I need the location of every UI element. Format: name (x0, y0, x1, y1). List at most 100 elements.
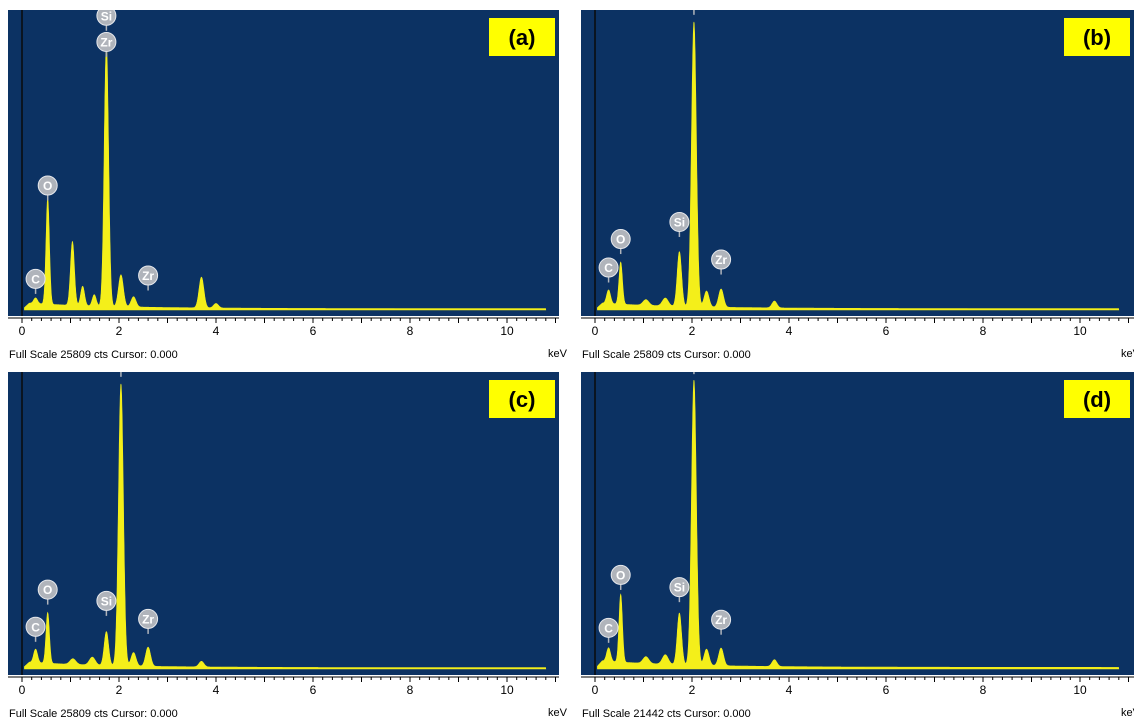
cursor-readout: Cursor: 0.000 (684, 349, 751, 361)
element-marker-si: Si (669, 577, 690, 603)
element-marker-zr: Zr (711, 249, 732, 275)
x-tick-label: 10 (500, 683, 514, 697)
element-label: Si (674, 581, 685, 595)
element-marker-si: Si (669, 211, 690, 237)
element-marker-c: C (598, 617, 619, 643)
cursor-readout: Cursor: 0.000 (111, 349, 178, 361)
spectrum-panel-c: Zr O Si Zr C (c) 0 2 4 6 8 10 keV Full Scale 25809 … (8, 372, 567, 721)
plot-area (8, 372, 559, 675)
panel-label: (b) (1064, 18, 1130, 56)
spectrum-chart-a: Si Zr O C Zr (a) 0 2 4 6 8 10 (8, 10, 559, 338)
x-tick-label: 6 (883, 324, 890, 338)
element-marker-zr: Zr (693, 372, 695, 375)
element-label: Zr (715, 613, 727, 627)
element-label: O (43, 583, 52, 597)
panel-label: (d) (1064, 380, 1130, 418)
full-scale-readout: Full Scale 25809 cts (582, 349, 682, 361)
x-tick-label: 2 (116, 324, 123, 338)
svg-text:(c): (c) (509, 387, 536, 412)
element-label: C (31, 272, 40, 286)
x-tick-label: 10 (500, 324, 514, 338)
svg-text:(b): (b) (1083, 25, 1111, 50)
status-bar: Full Scale 21442 cts Cursor: 0.000 (582, 708, 751, 720)
x-tick-label: 2 (116, 683, 123, 697)
x-tick-label: 10 (1073, 324, 1087, 338)
element-marker-o: O (610, 564, 631, 590)
status-bar: Full Scale 25809 cts Cursor: 0.000 (9, 349, 178, 361)
status-bar: Full Scale 25809 cts Cursor: 0.000 (9, 708, 178, 720)
element-marker-o: O (37, 579, 58, 605)
x-tick-label: 8 (980, 324, 987, 338)
x-unit-label: keV (548, 348, 567, 360)
x-tick-label: 6 (883, 683, 890, 697)
x-tick-label: 0 (19, 683, 26, 697)
svg-text:(d): (d) (1083, 387, 1111, 412)
spectrum-panel-d: Zr O Si Zr C (d) 0 2 4 6 8 10 keV Full Scale 21442 … (581, 372, 1134, 721)
element-marker-c: C (598, 257, 619, 283)
plot-area (581, 372, 1134, 675)
element-marker-zr: Zr (138, 608, 159, 634)
element-marker-c: C (25, 268, 46, 294)
element-label: C (31, 620, 40, 634)
spectrum-series (597, 380, 1120, 670)
x-tick-label: 8 (407, 324, 414, 338)
element-label: Si (101, 594, 112, 608)
element-marker-si: Si (96, 590, 117, 616)
x-tick-label: 8 (980, 683, 987, 697)
element-label: Si (674, 215, 685, 229)
plot-area (581, 10, 1134, 316)
element-marker-c: C (25, 616, 46, 642)
element-label: O (616, 233, 625, 247)
plot-area (8, 10, 559, 316)
full-scale-readout: Full Scale 25809 cts (9, 349, 109, 361)
element-label: Si (101, 10, 112, 23)
x-tick-label: 4 (786, 324, 793, 338)
element-label: Zr (100, 35, 112, 49)
spectrum-series (24, 383, 547, 670)
element-label: Zr (715, 253, 727, 267)
element-label: C (604, 261, 613, 275)
full-scale-readout: Full Scale 21442 cts (582, 708, 682, 720)
x-unit-label: keV (1121, 348, 1134, 360)
x-tick-label: 4 (786, 683, 793, 697)
x-tick-label: 4 (213, 324, 220, 338)
x-tick-label: 0 (19, 324, 26, 338)
x-tick-label: 2 (689, 324, 696, 338)
panel-label: (a) (489, 18, 555, 56)
x-tick-label: 6 (310, 683, 317, 697)
svg-text:(a): (a) (509, 25, 536, 50)
x-unit-label: keV (1121, 707, 1134, 719)
spectrum-chart-d: Zr O Si Zr C (d) 0 2 4 6 8 10 (581, 372, 1134, 697)
element-marker-zr: Zr (96, 31, 117, 57)
element-marker-zr: Zr (120, 372, 122, 377)
x-tick-label: 0 (592, 324, 599, 338)
element-marker-o: O (610, 229, 631, 255)
element-marker-si: Si (96, 10, 117, 31)
spectrum-panel-a: Si Zr O C Zr (a) 0 2 4 6 8 10 keV Full Scale 25809 … (8, 10, 567, 362)
x-tick-label: 0 (592, 683, 599, 697)
element-label: Zr (142, 612, 154, 626)
spectrum-chart-b: Zr Si OC Zr (b) 0 2 4 6 8 10 (581, 10, 1134, 338)
panel-label: (c) (489, 380, 555, 418)
element-marker-zr: Zr (711, 609, 732, 635)
spectrum-chart-c: Zr O Si Zr C (c) 0 2 4 6 8 10 (8, 372, 559, 697)
element-marker-zr: Zr (693, 10, 695, 15)
spectrum-series (597, 21, 1120, 311)
x-tick-label: 4 (213, 683, 220, 697)
element-label: Zr (142, 269, 154, 283)
element-label: O (616, 568, 625, 582)
element-label: O (43, 179, 52, 193)
x-tick-label: 10 (1073, 683, 1087, 697)
x-tick-label: 8 (407, 683, 414, 697)
x-tick-label: 6 (310, 324, 317, 338)
spectrum-series (24, 44, 547, 311)
element-label: C (604, 621, 613, 635)
cursor-readout: Cursor: 0.000 (111, 708, 178, 720)
cursor-readout: Cursor: 0.000 (684, 708, 751, 720)
element-marker-zr: Zr (138, 265, 159, 291)
spectrum-panel-b: Zr Si OC Zr (b) 0 2 4 6 8 10 keV Full Scale 25809 … (581, 10, 1134, 362)
element-marker-o: O (37, 175, 58, 201)
full-scale-readout: Full Scale 25809 cts (9, 708, 109, 720)
x-tick-label: 2 (689, 683, 696, 697)
status-bar: Full Scale 25809 cts Cursor: 0.000 (582, 349, 751, 361)
